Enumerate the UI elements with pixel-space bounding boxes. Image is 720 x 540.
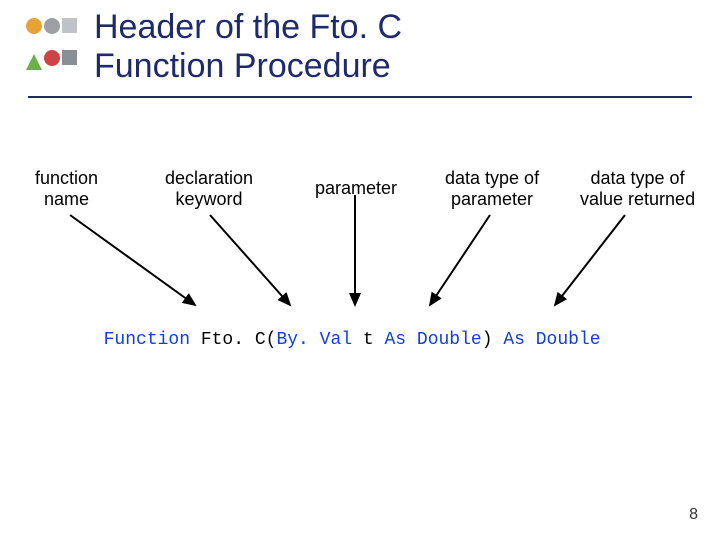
code-seg-0: Function (104, 330, 201, 350)
arrow-0 (70, 215, 195, 305)
page-number: 8 (689, 506, 698, 524)
code-seg-1: Fto. C (201, 330, 266, 350)
code-seg-4: t (363, 330, 385, 350)
code-seg-7: As Double (503, 330, 600, 350)
code-seg-6: ) (482, 330, 504, 350)
code-signature: Function Fto. C(By. Val t As Double) As … (82, 310, 601, 350)
code-seg-2: ( (266, 330, 277, 350)
arrow-4 (555, 215, 625, 305)
code-seg-3: By. Val (276, 330, 362, 350)
arrow-3 (430, 215, 490, 305)
code-seg-5: As Double (384, 330, 481, 350)
arrows-layer (0, 0, 720, 540)
arrow-1 (210, 215, 290, 305)
